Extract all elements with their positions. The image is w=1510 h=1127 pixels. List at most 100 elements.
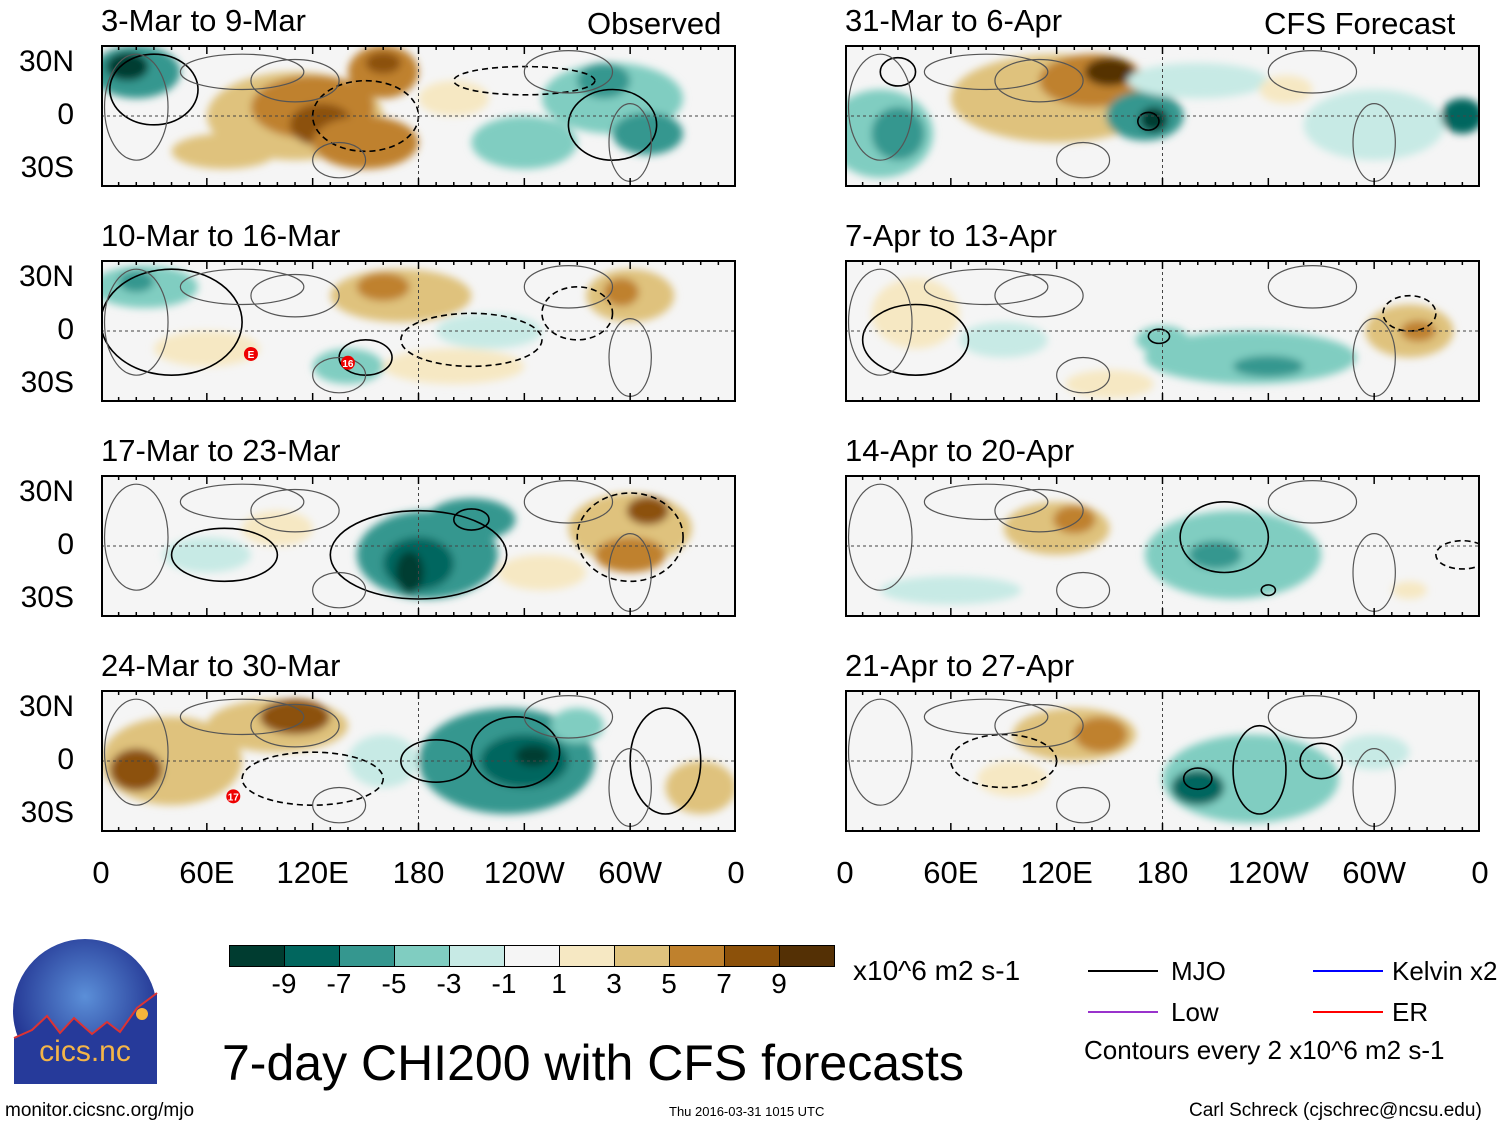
panel-title: 10-Mar to 16-Mar xyxy=(101,218,341,253)
lon-label: 60W xyxy=(598,855,663,890)
mjo-contour xyxy=(861,303,970,376)
mjo-contour xyxy=(311,79,420,153)
coastline xyxy=(179,698,305,736)
anomaly-region xyxy=(153,331,260,367)
panel-title: 3-Mar to 9-Mar xyxy=(101,3,306,38)
lon-label: 0 xyxy=(727,855,745,890)
coastline xyxy=(1267,480,1358,524)
anomaly-region xyxy=(109,748,163,792)
coastline xyxy=(1056,571,1111,609)
lat-label: 30N xyxy=(18,475,74,508)
mjo-contour xyxy=(576,492,684,583)
anomaly-region xyxy=(356,272,410,301)
coastline xyxy=(312,141,367,179)
mjo-contour xyxy=(109,53,199,126)
coastline xyxy=(847,53,913,161)
units-label: x10^6 m2 s-1 xyxy=(853,955,1021,986)
coastline xyxy=(103,483,169,591)
anomaly-region xyxy=(1400,320,1436,342)
colorbar-swatch xyxy=(505,946,560,966)
anomaly-region xyxy=(312,116,419,169)
coastline xyxy=(923,53,1049,91)
mjo-contour xyxy=(1435,539,1480,570)
coastline xyxy=(523,480,614,524)
colorbar-tick: -9 xyxy=(271,968,297,999)
anomaly-region xyxy=(1441,98,1480,134)
map-panel xyxy=(101,45,736,187)
anomaly-region xyxy=(436,313,542,349)
anomaly-region xyxy=(594,537,666,573)
lat-label: 30N xyxy=(18,45,74,78)
coastline xyxy=(179,53,305,91)
lon-label: 120E xyxy=(1020,855,1093,890)
anomaly-region xyxy=(977,761,1048,797)
colorbar-tick: 5 xyxy=(661,968,677,999)
colorbar xyxy=(229,945,835,967)
anomaly-region xyxy=(515,745,551,767)
lon-label: 120E xyxy=(276,855,349,890)
lon-label: 180 xyxy=(392,855,445,890)
anomaly-region xyxy=(383,348,525,384)
storm-marker: E xyxy=(243,346,258,361)
coastline xyxy=(847,268,913,376)
anomaly-region xyxy=(395,551,424,594)
coastline xyxy=(103,53,169,161)
anomaly-region xyxy=(1065,369,1154,399)
anomaly-region xyxy=(497,554,587,591)
cicsnc-logo: cics.nc xyxy=(13,939,158,1084)
coastline xyxy=(523,695,614,739)
colorbar-swatch xyxy=(615,946,670,966)
colorbar-swatch xyxy=(725,946,780,966)
coastline xyxy=(103,698,169,806)
lon-label: 180 xyxy=(1136,855,1189,890)
lat-label: 0 xyxy=(57,313,74,346)
anomaly-region xyxy=(171,133,278,169)
mjo-contour xyxy=(329,509,508,600)
panel-title: 14-Apr to 20-Apr xyxy=(845,433,1075,468)
lat-label: 30N xyxy=(18,260,74,293)
colorbar-swatch xyxy=(670,946,725,966)
lon-label: 120W xyxy=(483,855,565,890)
footer-timestamp: Thu 2016-03-31 1015 UTC xyxy=(669,1104,825,1119)
mjo-contour xyxy=(101,268,243,376)
svg-text:17: 17 xyxy=(228,792,240,803)
mjo-contour xyxy=(400,738,473,784)
coastline xyxy=(179,483,305,521)
legend-er: ER xyxy=(1392,997,1429,1027)
footer-url[interactable]: monitor.cicsnc.org/mjo xyxy=(5,1100,195,1121)
panel-title: 17-Mar to 23-Mar xyxy=(101,433,341,468)
anomaly-region xyxy=(1171,769,1225,806)
mjo-contour xyxy=(452,65,596,96)
lat-label: 30S xyxy=(20,581,74,614)
map-panel: 17 xyxy=(101,690,736,832)
coastline xyxy=(312,571,367,609)
colorbar-swatch xyxy=(285,946,340,966)
coastline xyxy=(250,58,340,103)
panel-title: 24-Mar to 30-Mar xyxy=(101,648,341,683)
map-panel: E 16 xyxy=(101,260,736,402)
coastline xyxy=(250,703,340,748)
legend-low-line xyxy=(1088,1011,1158,1013)
coastline xyxy=(103,268,169,376)
coastline xyxy=(1056,786,1111,824)
anomaly-region xyxy=(1338,734,1410,770)
anomaly-region xyxy=(1084,57,1135,86)
coastline xyxy=(1267,695,1358,739)
coastline xyxy=(1267,265,1358,309)
colorbar-swatch xyxy=(230,946,285,966)
legend-er-line xyxy=(1313,1011,1383,1013)
anomaly-region xyxy=(1003,501,1110,555)
mjo-contour xyxy=(879,56,917,87)
coastline xyxy=(312,786,367,824)
coastline xyxy=(847,483,913,591)
forecast-header: CFS Forecast xyxy=(1264,6,1456,41)
lon-label: 0 xyxy=(1471,855,1489,890)
lon-label: 60E xyxy=(179,855,235,890)
coastline xyxy=(1267,50,1358,94)
anomaly-region xyxy=(880,576,1022,605)
lon-label: 120W xyxy=(1227,855,1309,890)
coastline xyxy=(1056,356,1111,394)
panel-title: 31-Mar to 6-Apr xyxy=(845,3,1063,38)
colorbar-tick: -7 xyxy=(326,968,352,999)
observed-header: Observed xyxy=(587,6,722,41)
